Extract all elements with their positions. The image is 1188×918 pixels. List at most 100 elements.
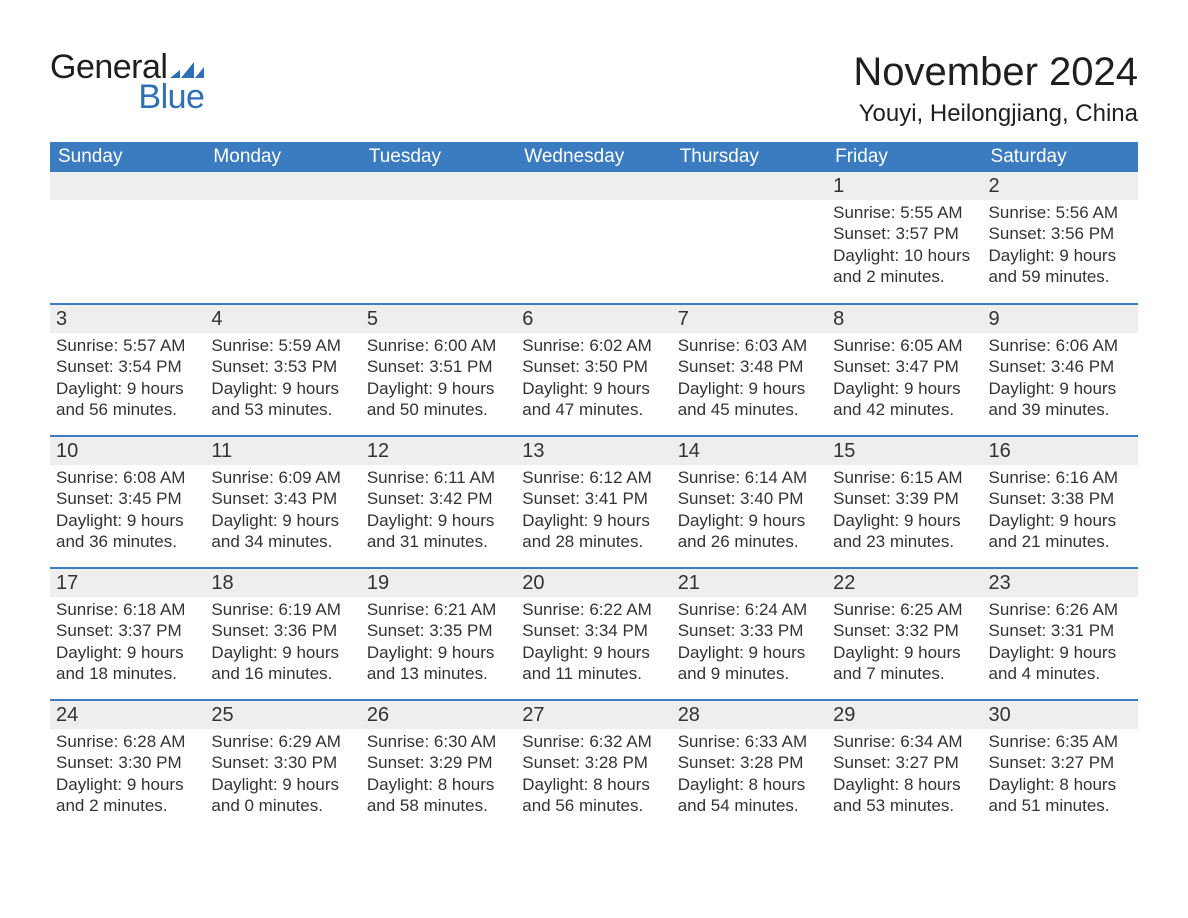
calendar-cell: 13Sunrise: 6:12 AMSunset: 3:41 PMDayligh… [516,436,671,568]
sunset-line: Sunset: 3:30 PM [56,752,199,773]
calendar-cell: 28Sunrise: 6:33 AMSunset: 3:28 PMDayligh… [672,700,827,832]
day-content: Sunrise: 6:25 AMSunset: 3:32 PMDaylight:… [827,597,982,690]
sunset-line: Sunset: 3:32 PM [833,620,976,641]
calendar-cell: 18Sunrise: 6:19 AMSunset: 3:36 PMDayligh… [205,568,360,700]
day-number: 25 [205,701,360,729]
day-content: Sunrise: 6:32 AMSunset: 3:28 PMDaylight:… [516,729,671,822]
sunrise-line: Sunrise: 6:21 AM [367,599,510,620]
daylight-line-2: and 28 minutes. [522,531,665,552]
sunrise-line: Sunrise: 5:57 AM [56,335,199,356]
day-content: Sunrise: 6:33 AMSunset: 3:28 PMDaylight:… [672,729,827,822]
logo-word-blue: Blue [122,80,204,114]
daylight-line-1: Daylight: 10 hours [833,245,976,266]
sunrise-line: Sunrise: 6:11 AM [367,467,510,488]
daylight-line-2: and 56 minutes. [522,795,665,816]
daylight-line-1: Daylight: 9 hours [56,774,199,795]
sunset-line: Sunset: 3:47 PM [833,356,976,377]
day-content: Sunrise: 6:21 AMSunset: 3:35 PMDaylight:… [361,597,516,690]
daylight-line-1: Daylight: 9 hours [833,378,976,399]
day-number: 5 [361,305,516,333]
daylight-line-2: and 16 minutes. [211,663,354,684]
sunset-line: Sunset: 3:28 PM [522,752,665,773]
calendar-table: SundayMondayTuesdayWednesdayThursdayFrid… [50,142,1138,832]
day-data-block: Sunrise: 6:28 AMSunset: 3:30 PMDaylight:… [56,729,199,816]
day-number: 10 [50,437,205,465]
title-block: November 2024 Youyi, Heilongjiang, China [853,50,1138,128]
calendar-cell: 14Sunrise: 6:14 AMSunset: 3:40 PMDayligh… [672,436,827,568]
sunset-line: Sunset: 3:40 PM [678,488,821,509]
daylight-line-2: and 56 minutes. [56,399,199,420]
daylight-line-2: and 18 minutes. [56,663,199,684]
sunrise-line: Sunrise: 6:00 AM [367,335,510,356]
day-content: Sunrise: 6:03 AMSunset: 3:48 PMDaylight:… [672,333,827,426]
daylight-line-2: and 42 minutes. [833,399,976,420]
sunrise-line: Sunrise: 6:29 AM [211,731,354,752]
day-content [672,200,827,206]
sunrise-line: Sunrise: 5:59 AM [211,335,354,356]
sunrise-line: Sunrise: 6:30 AM [367,731,510,752]
daylight-line-2: and 50 minutes. [367,399,510,420]
daylight-line-2: and 51 minutes. [989,795,1132,816]
day-content: Sunrise: 5:57 AMSunset: 3:54 PMDaylight:… [50,333,205,426]
day-content: Sunrise: 6:06 AMSunset: 3:46 PMDaylight:… [983,333,1138,426]
sunset-line: Sunset: 3:51 PM [367,356,510,377]
calendar-cell: 8Sunrise: 6:05 AMSunset: 3:47 PMDaylight… [827,304,982,436]
daylight-line-2: and 31 minutes. [367,531,510,552]
sunrise-line: Sunrise: 6:08 AM [56,467,199,488]
calendar-week-row: 10Sunrise: 6:08 AMSunset: 3:45 PMDayligh… [50,436,1138,568]
sunset-line: Sunset: 3:39 PM [833,488,976,509]
daylight-line-1: Daylight: 9 hours [367,378,510,399]
day-content: Sunrise: 6:19 AMSunset: 3:36 PMDaylight:… [205,597,360,690]
daylight-line-1: Daylight: 8 hours [522,774,665,795]
calendar-cell: 9Sunrise: 6:06 AMSunset: 3:46 PMDaylight… [983,304,1138,436]
day-data-block: Sunrise: 5:59 AMSunset: 3:53 PMDaylight:… [211,333,354,420]
calendar-cell: 12Sunrise: 6:11 AMSunset: 3:42 PMDayligh… [361,436,516,568]
day-data-block: Sunrise: 6:00 AMSunset: 3:51 PMDaylight:… [367,333,510,420]
sunset-line: Sunset: 3:54 PM [56,356,199,377]
sunrise-line: Sunrise: 6:28 AM [56,731,199,752]
calendar-cell: 26Sunrise: 6:30 AMSunset: 3:29 PMDayligh… [361,700,516,832]
day-content: Sunrise: 6:30 AMSunset: 3:29 PMDaylight:… [361,729,516,822]
daylight-line-1: Daylight: 9 hours [367,510,510,531]
weekday-header: Friday [827,142,982,172]
sunset-line: Sunset: 3:41 PM [522,488,665,509]
sunrise-line: Sunrise: 6:02 AM [522,335,665,356]
daylight-line-2: and 59 minutes. [989,266,1132,287]
flag-icon [170,58,204,78]
day-data-block: Sunrise: 6:02 AMSunset: 3:50 PMDaylight:… [522,333,665,420]
daylight-line-2: and 4 minutes. [989,663,1132,684]
day-number: 1 [827,172,982,200]
day-number: 13 [516,437,671,465]
day-data-block: Sunrise: 6:08 AMSunset: 3:45 PMDaylight:… [56,465,199,552]
day-data-block: Sunrise: 6:14 AMSunset: 3:40 PMDaylight:… [678,465,821,552]
calendar-week-row: 17Sunrise: 6:18 AMSunset: 3:37 PMDayligh… [50,568,1138,700]
sunrise-line: Sunrise: 6:18 AM [56,599,199,620]
day-number: 12 [361,437,516,465]
daylight-line-1: Daylight: 9 hours [211,774,354,795]
day-number [205,172,360,200]
daylight-line-1: Daylight: 8 hours [678,774,821,795]
calendar-cell: 4Sunrise: 5:59 AMSunset: 3:53 PMDaylight… [205,304,360,436]
weekday-header: Thursday [672,142,827,172]
calendar-cell [672,172,827,304]
sunset-line: Sunset: 3:35 PM [367,620,510,641]
sunset-line: Sunset: 3:46 PM [989,356,1132,377]
calendar-cell: 17Sunrise: 6:18 AMSunset: 3:37 PMDayligh… [50,568,205,700]
calendar-page: General Blue November 2024 Youyi, Heilon… [0,0,1188,862]
daylight-line-2: and 34 minutes. [211,531,354,552]
day-number: 28 [672,701,827,729]
sunset-line: Sunset: 3:33 PM [678,620,821,641]
daylight-line-2: and 0 minutes. [211,795,354,816]
day-data-block: Sunrise: 6:12 AMSunset: 3:41 PMDaylight:… [522,465,665,552]
sunrise-line: Sunrise: 6:22 AM [522,599,665,620]
daylight-line-1: Daylight: 9 hours [678,510,821,531]
day-content: Sunrise: 6:26 AMSunset: 3:31 PMDaylight:… [983,597,1138,690]
day-data-block: Sunrise: 6:09 AMSunset: 3:43 PMDaylight:… [211,465,354,552]
sunset-line: Sunset: 3:30 PM [211,752,354,773]
day-content: Sunrise: 6:16 AMSunset: 3:38 PMDaylight:… [983,465,1138,558]
day-data-block: Sunrise: 6:05 AMSunset: 3:47 PMDaylight:… [833,333,976,420]
month-title: November 2024 [853,50,1138,94]
sunset-line: Sunset: 3:28 PM [678,752,821,773]
day-data-block: Sunrise: 6:35 AMSunset: 3:27 PMDaylight:… [989,729,1132,816]
daylight-line-2: and 7 minutes. [833,663,976,684]
